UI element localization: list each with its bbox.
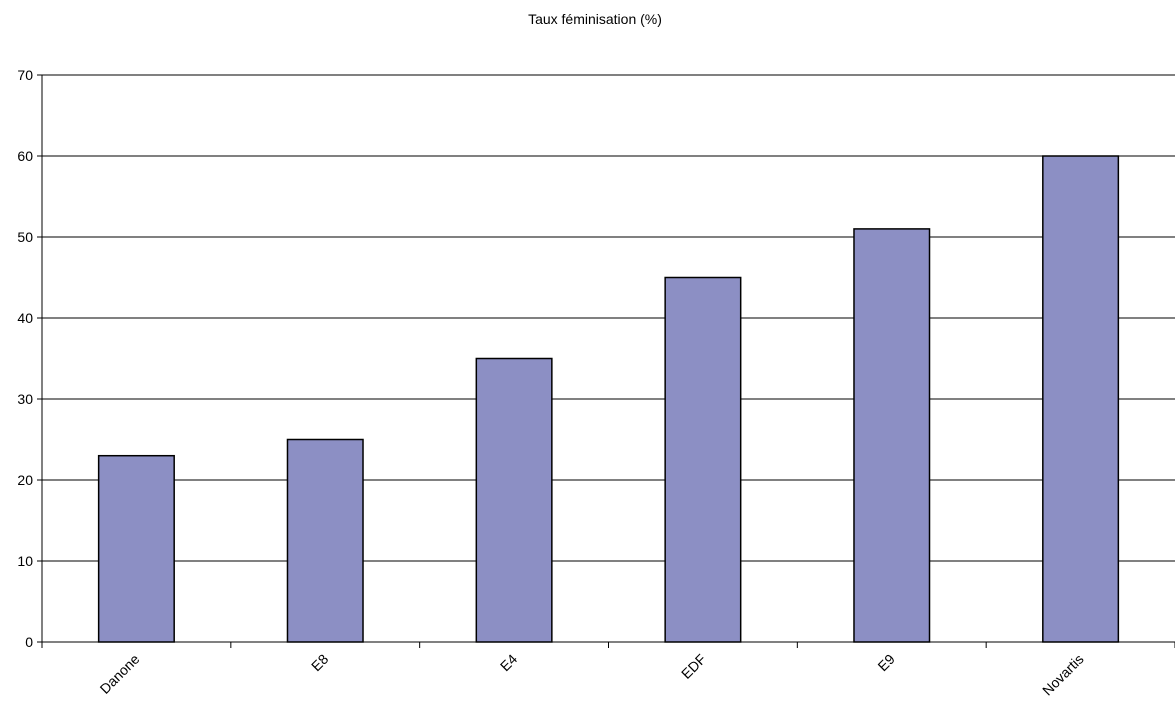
x-tick-label: Danone: [97, 651, 143, 697]
y-tick-label: 60: [17, 148, 33, 164]
x-tick-labels: Danone E8 E4 EDF E9 Novartis: [97, 651, 1087, 699]
y-tick-label: 10: [17, 553, 33, 569]
x-tick-label: E9: [874, 651, 898, 675]
bar: [286, 438, 364, 643]
x-tick-label: E8: [308, 651, 332, 675]
bar: [853, 228, 931, 643]
bar: [97, 454, 175, 643]
bar: [1042, 155, 1120, 643]
x-tick-label: E4: [497, 651, 521, 675]
x-tick-label: Novartis: [1039, 651, 1087, 699]
y-tick-label: 70: [17, 67, 33, 83]
y-tick-labels: 0 10 20 30 40 50 60 70: [17, 67, 33, 650]
bars: [97, 155, 1120, 643]
y-tick-label: 50: [17, 229, 33, 245]
bar: [664, 276, 742, 643]
axes: [37, 74, 1175, 648]
y-tick-label: 0: [25, 634, 33, 650]
y-tick-label: 40: [17, 310, 33, 326]
grid-lines: [42, 74, 1175, 562]
y-tick-label: 30: [17, 391, 33, 407]
chart-title: Taux féminisation (%): [528, 11, 662, 27]
x-tick-label: EDF: [678, 651, 709, 682]
bar: [475, 357, 553, 643]
y-tick-label: 20: [17, 472, 33, 488]
